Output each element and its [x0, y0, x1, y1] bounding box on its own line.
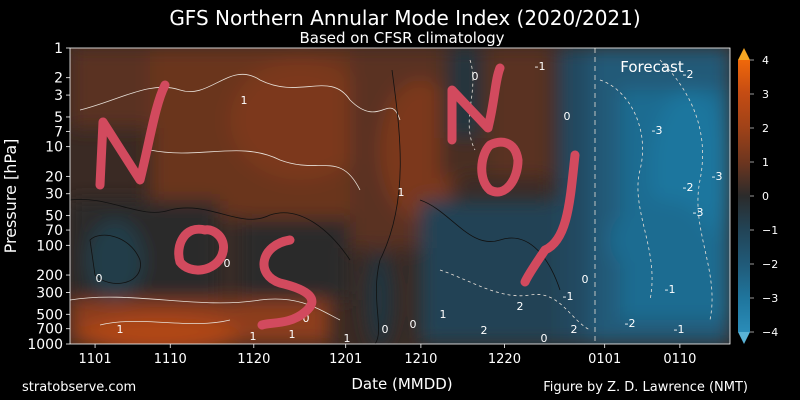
contour-label: 0 — [564, 110, 571, 123]
x-tick-label: 0101 — [588, 352, 621, 367]
x-tick-label: 1120 — [237, 352, 270, 367]
plot-frame — [69, 47, 731, 345]
y-tick-label: 300 — [36, 285, 63, 301]
chart-subtitle: Based on CFSR climatology — [299, 29, 504, 47]
contour-label: 0 — [472, 70, 479, 83]
y-tick-label: 1 — [54, 41, 63, 57]
contour-label: 1 — [344, 332, 351, 345]
contour-label: 1 — [398, 186, 405, 199]
colorbar-tick-label: −1 — [762, 224, 778, 237]
contour-label: 1 — [117, 323, 124, 336]
contour-label: 0 — [96, 272, 103, 285]
colorbar-scale — [738, 60, 750, 332]
y-axis-label: Pressure [hPa] — [1, 139, 20, 254]
contour-label: -1 — [674, 323, 685, 336]
colorbar-extend-low — [738, 332, 750, 344]
forecast-annotation: Forecast — [620, 58, 684, 76]
colorbar: 4 3 2 1 0 −1 −2 −3 −4 — [738, 48, 778, 344]
colorbar-tick-label: 4 — [762, 54, 769, 67]
colorbar-tick-label: −3 — [762, 292, 778, 305]
contour-label: 0 — [541, 332, 548, 345]
x-tick-label: 0110 — [663, 352, 696, 367]
contour-label: 2 — [517, 300, 524, 313]
handwritten-letter-o — [174, 224, 228, 275]
x-tick-label: 1101 — [79, 352, 112, 367]
contour-label: 1 — [289, 328, 296, 341]
contour-label: 0 — [303, 312, 310, 325]
contour-label: -3 — [712, 170, 723, 183]
contour-label: 0 — [582, 273, 589, 286]
contour-label: 0 — [410, 318, 417, 331]
colorbar-tick-label: 0 — [762, 190, 769, 203]
handwritten-letter-n-2 — [447, 63, 505, 145]
y-tick-label: 20 — [45, 169, 63, 185]
handwritten-letter-s — [257, 235, 317, 330]
contour-label: 0 — [224, 257, 231, 270]
y-tick-label: 500 — [36, 307, 63, 323]
contour-labels: 1 -1 0 0 0 0 1 0 0 1 0 1 1 1 0 2 1 -1 0 … — [96, 60, 723, 345]
handwritten-letter-n — [95, 80, 170, 190]
colorbar-tick-label: −2 — [762, 258, 778, 271]
contour-label: -1 — [535, 60, 546, 73]
footer-site: stratobserve.com — [22, 380, 136, 395]
y-tick-label: 700 — [36, 322, 63, 338]
contour-label: -1 — [665, 283, 676, 296]
y-tick-label: 2 — [54, 71, 63, 87]
y-tick-label: 70 — [45, 223, 63, 239]
contour-label: -2 — [683, 68, 694, 81]
y-tick-label: 5 — [54, 110, 63, 126]
colorbar-tick-label: 1 — [762, 156, 769, 169]
x-axis: 1101 1110 1120 1201 1210 1220 0101 0110 — [79, 344, 696, 367]
contour-label: -3 — [693, 206, 704, 219]
colorbar-extend-high — [738, 48, 750, 60]
contour-label: -1 — [563, 290, 574, 303]
handwritten-letter-j — [520, 150, 580, 287]
handwritten-letter-d — [477, 137, 523, 197]
y-tick-label: 200 — [36, 268, 63, 284]
x-tick-label: 1210 — [404, 352, 437, 367]
footer-credit: Figure by Z. D. Lawrence (NMT) — [543, 380, 748, 395]
heatmap-field — [70, 48, 730, 344]
handwritten-month-letters — [95, 63, 580, 330]
x-tick-label: 1110 — [154, 352, 187, 367]
colorbar-tick-label: −4 — [762, 326, 778, 339]
contour-label: 1 — [440, 308, 447, 321]
contour-label: -3 — [652, 124, 663, 137]
x-tick-label: 1220 — [488, 352, 521, 367]
y-tick-label: 50 — [45, 209, 63, 225]
colorbar-tick-label: 3 — [762, 88, 769, 101]
y-tick-label: 100 — [36, 238, 63, 254]
y-tick-label: 7 — [54, 124, 63, 140]
contour-label: 2 — [571, 323, 578, 336]
x-axis-label: Date (MMDD) — [351, 375, 452, 393]
y-tick-label: 10 — [45, 140, 63, 156]
y-tick-label: 30 — [45, 187, 63, 203]
contour-label: 1 — [241, 94, 248, 107]
chart-title: GFS Northern Annular Mode Index (2020/20… — [169, 6, 640, 30]
x-tick-label: 1201 — [329, 352, 362, 367]
contour-label: 1 — [250, 330, 257, 343]
contour-label: 2 — [481, 324, 488, 337]
contour-label: -2 — [683, 181, 694, 194]
contour-label: 0 — [382, 323, 389, 336]
y-tick-label: 1000 — [27, 337, 63, 353]
contour-label: -2 — [625, 317, 636, 330]
y-tick-label: 3 — [54, 88, 63, 104]
colorbar-tick-label: 2 — [762, 122, 769, 135]
